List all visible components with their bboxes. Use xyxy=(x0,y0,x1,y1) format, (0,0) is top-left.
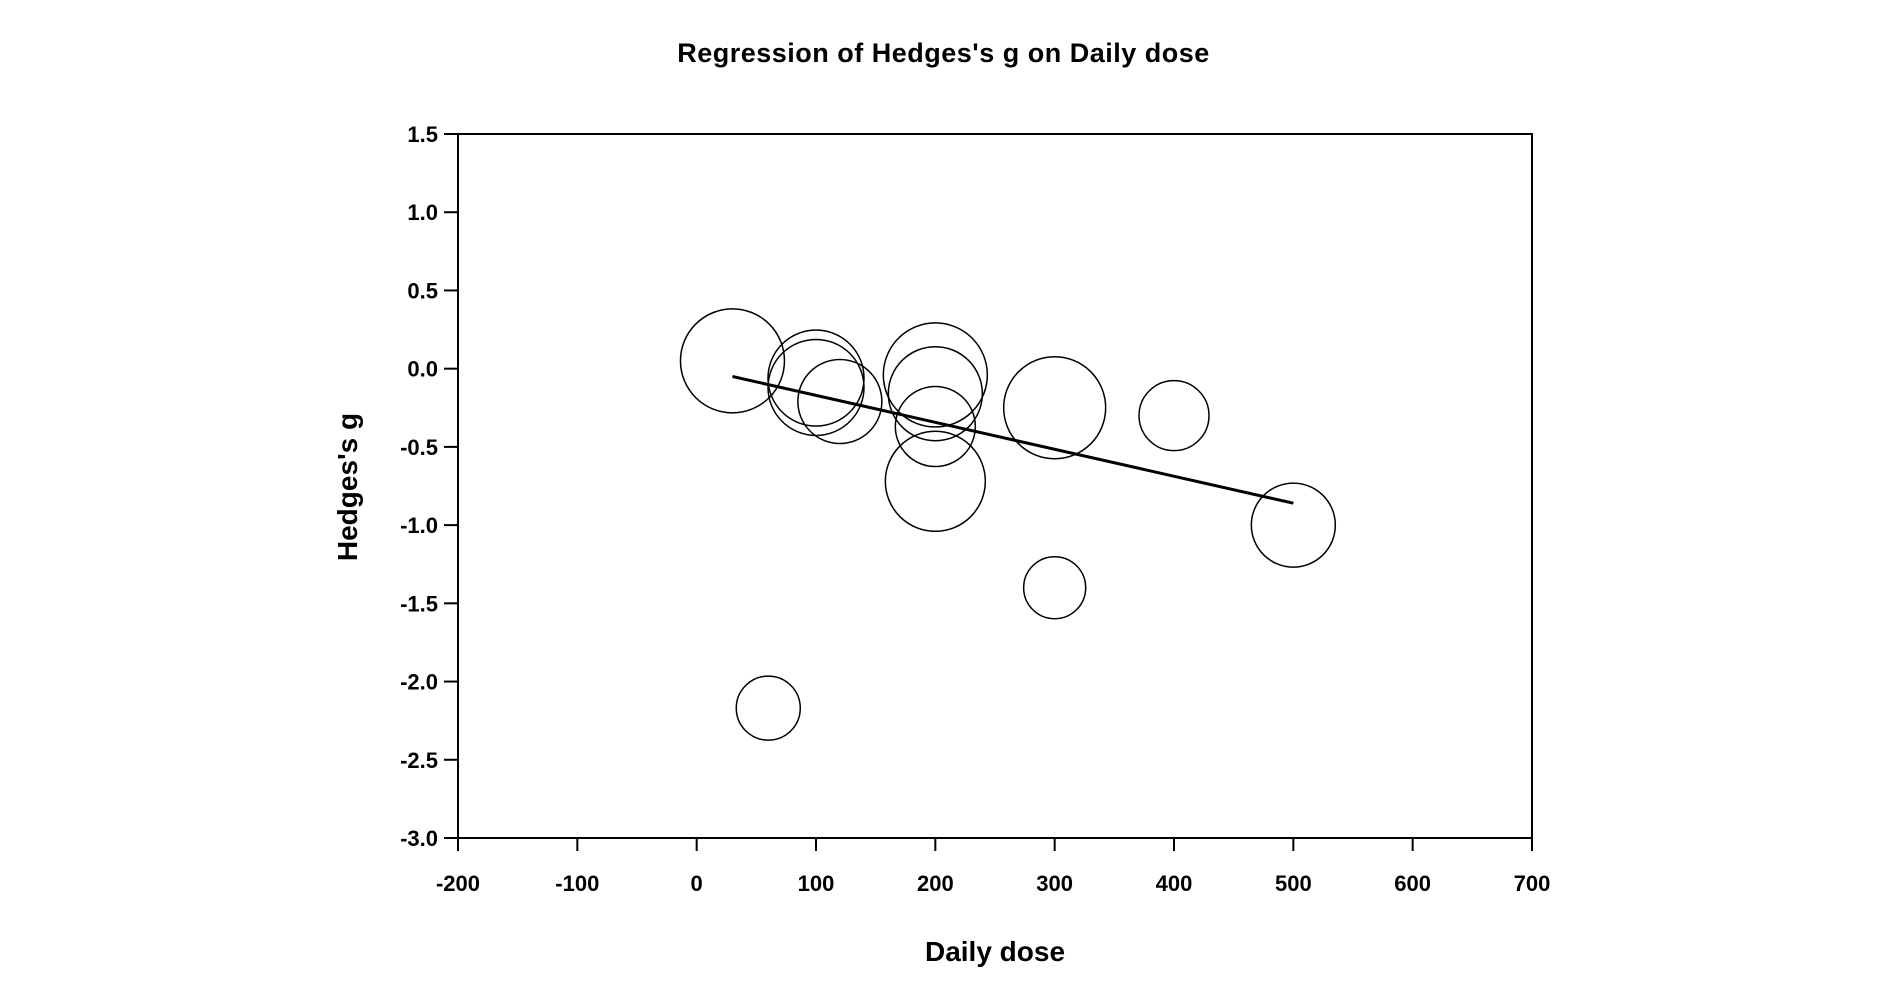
y-tick-label: -2.0 xyxy=(400,670,438,695)
study-bubble xyxy=(884,430,987,533)
y-tick-label: -0.5 xyxy=(400,435,438,460)
study-bubble xyxy=(1250,482,1337,568)
x-tick-label: 100 xyxy=(798,871,835,896)
y-tick-label: -1.5 xyxy=(400,591,438,616)
study-bubble xyxy=(882,322,989,428)
y-tick-label: 0.0 xyxy=(407,357,438,382)
study-bubble xyxy=(735,675,802,741)
study-bubble xyxy=(1002,356,1107,460)
y-tick-label: 1.5 xyxy=(407,122,438,147)
x-tick-label: 700 xyxy=(1514,871,1551,896)
study-bubble xyxy=(1022,555,1087,620)
study-bubble xyxy=(1138,379,1210,452)
study-bubble xyxy=(767,329,865,427)
x-tick-label: -200 xyxy=(436,871,480,896)
study-bubble xyxy=(679,308,786,414)
y-tick-label: -1.0 xyxy=(400,513,438,538)
y-tick-label: -3.0 xyxy=(400,826,438,851)
plot-frame xyxy=(457,133,1533,839)
study-bubble xyxy=(797,358,883,445)
x-tick-label: 300 xyxy=(1036,871,1073,896)
regression-line xyxy=(732,375,1294,505)
y-tick-label: 0.5 xyxy=(407,278,438,303)
y-tick-label: -2.5 xyxy=(400,748,438,773)
x-tick-label: 400 xyxy=(1156,871,1193,896)
x-axis-title: Daily dose xyxy=(924,936,1066,967)
x-tick-label: 500 xyxy=(1275,871,1312,896)
x-tick-label: -100 xyxy=(555,871,599,896)
chart-title: Regression of Hedges's g on Daily dose xyxy=(677,38,1210,68)
x-tick-label: 600 xyxy=(1394,871,1431,896)
study-bubble xyxy=(894,385,977,468)
y-tick-label: 1.0 xyxy=(407,200,438,225)
study-bubble xyxy=(887,345,984,442)
x-tick-label: 200 xyxy=(917,871,954,896)
x-tick-label: 0 xyxy=(691,871,703,896)
